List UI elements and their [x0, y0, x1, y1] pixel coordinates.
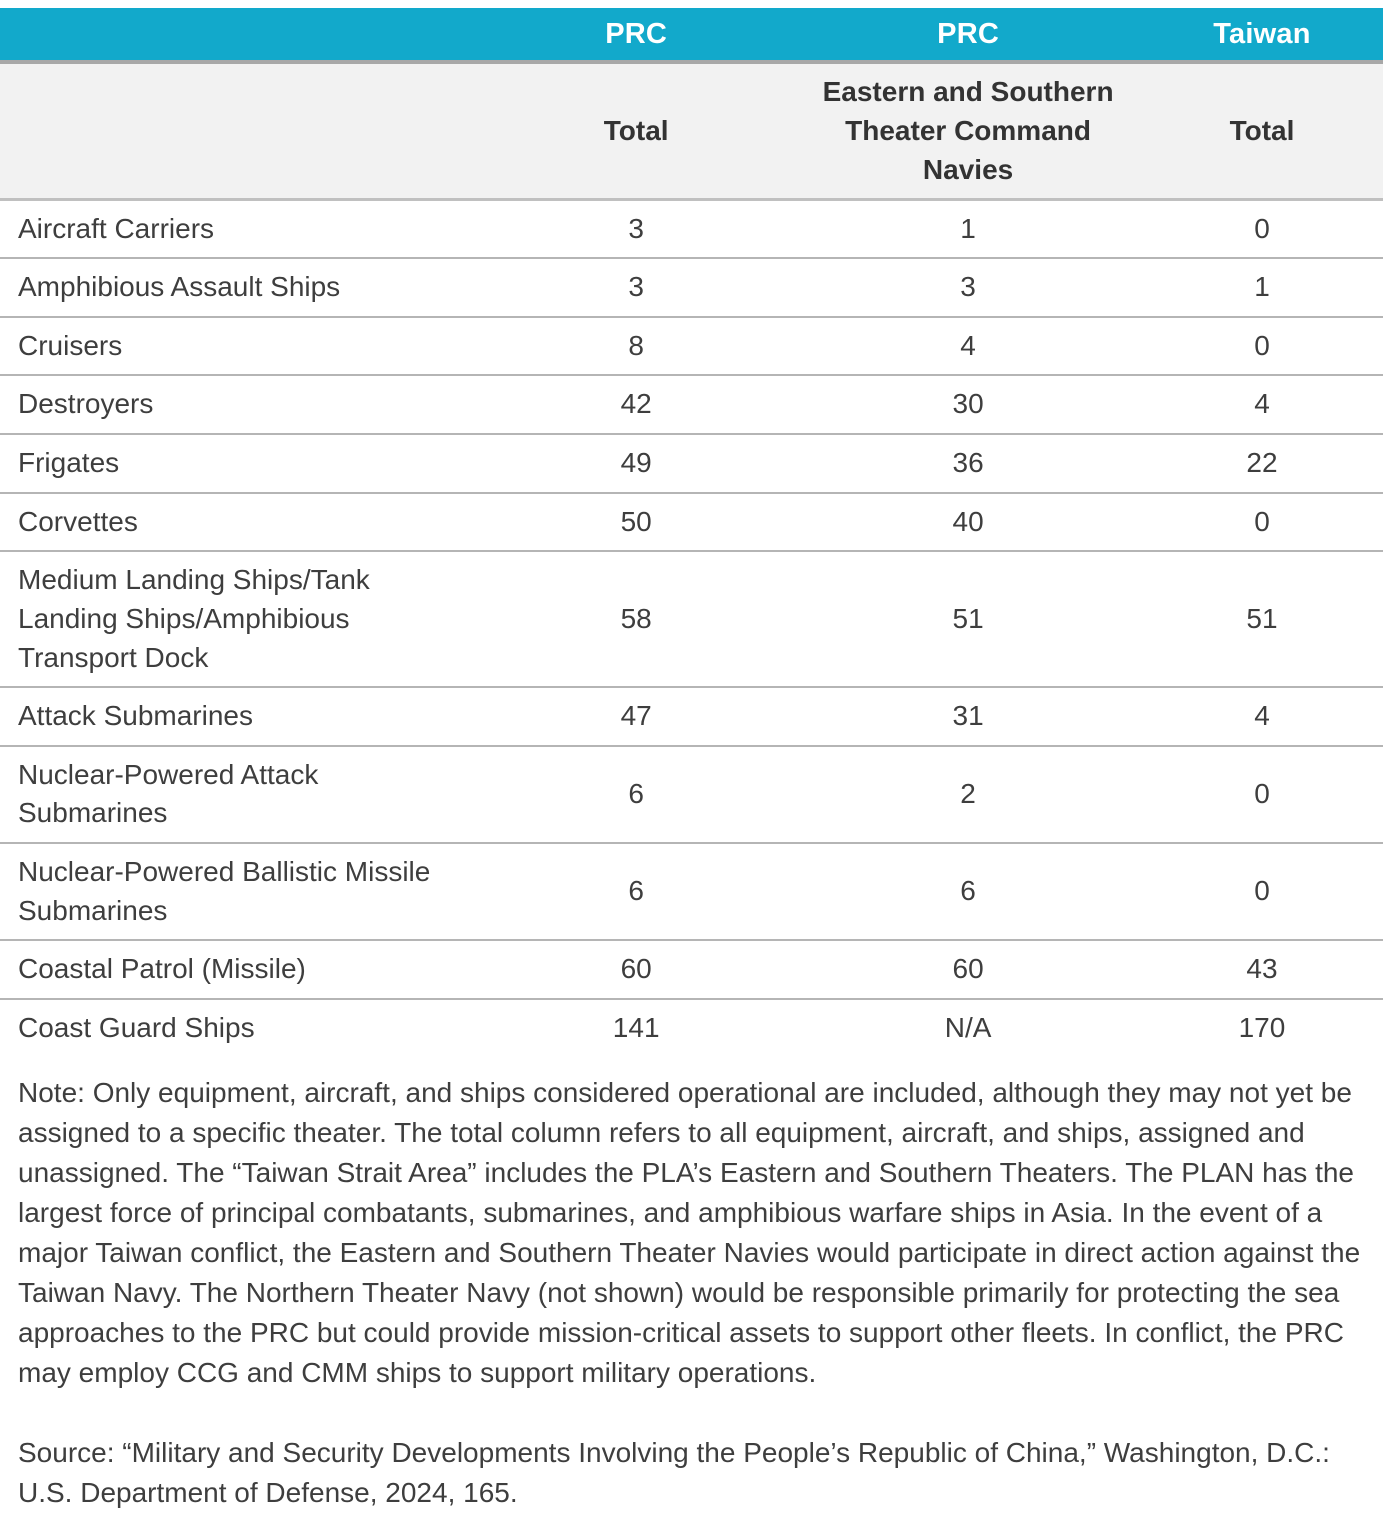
- cell-value: 3: [960, 271, 976, 303]
- table-row: Amphibious Assault Ships 3 3 1: [0, 258, 1383, 317]
- cell-value: 40: [952, 505, 984, 537]
- row-label: Attack Submarines: [18, 700, 253, 732]
- subheader-empty: [0, 62, 478, 201]
- table-row: Cruisers 8 4 0: [0, 316, 1383, 376]
- row-label: Aircraft Carriers: [18, 212, 215, 244]
- table-row: Coast Guard Ships 141 N/A 170: [0, 998, 1383, 1057]
- cell-value: 22: [1246, 447, 1278, 479]
- cell-value: 47: [620, 700, 652, 732]
- cell-value: 0: [1254, 212, 1270, 244]
- subheader-taiwan-total: Total: [1140, 62, 1383, 201]
- cell-value: 8: [628, 329, 644, 361]
- table-row: Aircraft Carriers 3 1 0: [0, 199, 1383, 258]
- cell-value: 60: [952, 953, 984, 985]
- row-label: Cruisers: [18, 329, 123, 361]
- cell-value: 42: [620, 388, 652, 420]
- cell-value: 6: [960, 875, 976, 907]
- cell-value: 4: [1254, 700, 1270, 732]
- row-label: Corvettes: [18, 505, 138, 537]
- cell-value: 4: [1254, 388, 1270, 420]
- subheader-prc-total: Total: [477, 62, 796, 201]
- row-label: Amphibious Assault Ships: [18, 271, 341, 303]
- cell-value: 0: [1254, 505, 1270, 537]
- cell-value: 43: [1246, 953, 1278, 985]
- cell-value: 170: [1238, 1011, 1286, 1043]
- row-label: Destroyers: [18, 388, 154, 420]
- header-group-prc-theater: PRC: [795, 8, 1141, 64]
- row-label: Nuclear-Powered Attack Submarines: [18, 758, 319, 829]
- table-row: Frigates 49 36 22: [0, 434, 1383, 493]
- cell-value: 50: [620, 505, 652, 537]
- table-row: Nuclear-Powered Attack Submarines 6 2 0: [0, 745, 1383, 843]
- table-row: Corvettes 50 40 0: [0, 492, 1383, 552]
- cell-value: 31: [952, 700, 984, 732]
- header-group-row: PRC PRC Taiwan: [0, 8, 1383, 64]
- cell-value: 60: [620, 953, 652, 985]
- table-row: Destroyers 42 30 4: [0, 375, 1383, 434]
- cell-value: 58: [620, 602, 652, 634]
- row-label: Nuclear-Powered Ballistic Missile Submar…: [18, 856, 431, 926]
- row-label: Coastal Patrol (Missile): [18, 953, 306, 985]
- row-label: Coast Guard Ships: [18, 1011, 255, 1043]
- row-label: Frigates: [18, 447, 120, 479]
- header-group-taiwan: Taiwan: [1140, 8, 1383, 64]
- table-row: Coastal Patrol (Missile) 60 60 43: [0, 940, 1383, 999]
- cell-value: N/A: [944, 1011, 992, 1043]
- cell-value: 30: [952, 388, 984, 420]
- cell-value: 49: [620, 447, 652, 479]
- header-group-prc-total: PRC: [477, 8, 796, 64]
- cell-value: 51: [952, 602, 984, 634]
- cell-value: 6: [628, 778, 644, 810]
- subheader-theater-navies: Eastern and Southern Theater Command Nav…: [795, 62, 1141, 201]
- cell-value: 1: [1254, 271, 1270, 303]
- table-row: Medium Landing Ships/Tank Landing Ships/…: [0, 551, 1383, 687]
- cell-value: 36: [952, 447, 984, 479]
- cell-value: 6: [628, 875, 644, 907]
- cell-value: 3: [628, 212, 644, 244]
- table-row: Nuclear-Powered Ballistic Missile Submar…: [0, 843, 1383, 940]
- table-row: Attack Submarines 47 31 4: [0, 687, 1383, 746]
- cell-value: 0: [1254, 875, 1270, 907]
- cell-value: 2: [960, 778, 976, 810]
- cell-value: 0: [1254, 329, 1270, 361]
- subheader-row: Total Eastern and Southern Theater Comma…: [0, 62, 1383, 201]
- cell-value: 141: [612, 1011, 660, 1043]
- cell-value: 1: [960, 212, 976, 244]
- row-label: Medium Landing Ships/Tank Landing Ships/…: [18, 564, 370, 673]
- source-text: Source: “Military and Security Developme…: [18, 1436, 1330, 1508]
- cell-value: 0: [1254, 778, 1270, 810]
- note-text: Note: Only equipment, aircraft, and ship…: [18, 1076, 1361, 1388]
- cell-value: 3: [628, 271, 644, 303]
- cell-value: 4: [960, 329, 976, 361]
- cell-value: 51: [1246, 602, 1278, 634]
- header-group-empty: [0, 8, 478, 64]
- naval-forces-table: PRC PRC Taiwan Total Eastern and Souther…: [0, 8, 1383, 1057]
